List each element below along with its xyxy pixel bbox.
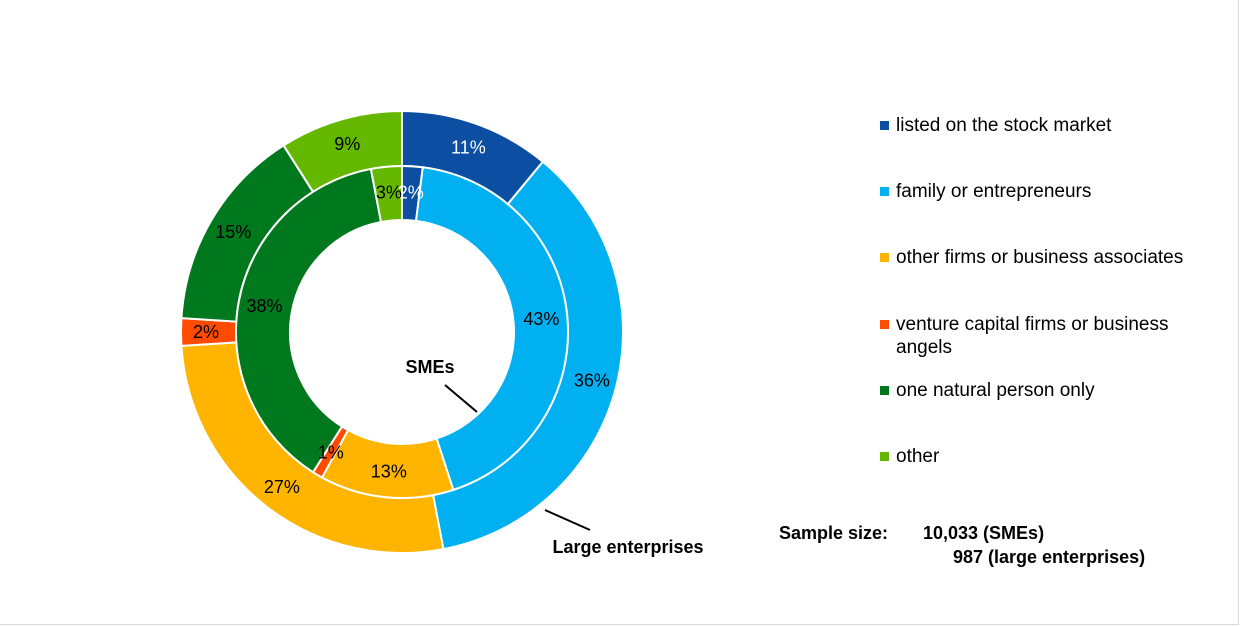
smes-slice-other: [369, 164, 403, 224]
large-enterprises-value-label-other-firms-or-business-associates: 27%: [264, 477, 300, 497]
smes-value-label-family-or-entrepreneurs: 43%: [523, 309, 559, 329]
inner-ring-smes: [235, 164, 569, 499]
legend-label: venture capital firms or business angels: [896, 314, 1169, 358]
legend-swatch: [880, 452, 889, 461]
smes-leader-line: [444, 384, 478, 413]
large-enterprises-label: Large enterprises: [552, 537, 703, 557]
legend-item-listed: listed on the stock market: [880, 114, 1216, 137]
legend-swatch: [880, 121, 889, 130]
slice-labels: 2% 43% 13% 1% 38% 3% 11% 36% 27% 2% 15% 9%: [193, 134, 610, 497]
smes-value-label-other: 3%: [376, 183, 402, 203]
large-enterprises-value-label-family-or-entrepreneurs: 36%: [574, 371, 610, 391]
large-enterprises-value-label-venture-capital-firms-or-business-angels: 2%: [193, 322, 219, 342]
smes-slice-family-or-entrepreneurs: [414, 166, 569, 492]
legend-label: other: [896, 446, 940, 467]
outer-ring-large-enterprises: [180, 109, 624, 554]
legend-item-other: other: [880, 445, 1216, 468]
sample-size-smes: 10,033 (SMEs): [923, 523, 1045, 543]
large-enterprises-value-label-other: 9%: [334, 134, 360, 154]
legend-label: family or entrepreneurs: [896, 181, 1092, 202]
smes-value-label-one-natural-person-only: 38%: [246, 296, 282, 316]
sample-size-large: 987 (large enterprises): [953, 547, 1146, 567]
sample-size-note: Sample size: 10,033 (SMEs) 987 (large en…: [779, 521, 1145, 569]
legend-label: listed on the stock market: [896, 115, 1112, 136]
legend-item-family: family or entrepreneurs: [880, 180, 1216, 203]
large-enterprises-value-label-listed-on-the-stock-market: 11%: [451, 138, 486, 158]
legend-swatch: [880, 187, 889, 196]
smes-value-label-venture-capital-firms-or-business-angels: 1%: [318, 443, 344, 463]
large-enterprises-value-label-one-natural-person-only: 15%: [215, 222, 251, 242]
sample-size-label: Sample size:: [779, 523, 889, 543]
smes-label: SMEs: [405, 357, 454, 377]
large-enterprises-leader-line: [544, 509, 591, 531]
legend-item-natural-person: one natural person only: [880, 379, 1216, 402]
legend-swatch: [880, 386, 889, 395]
legend-item-venture-capital: venture capital firms or business angels: [880, 313, 1216, 359]
smes-value-label-other-firms-or-business-associates: 13%: [371, 461, 407, 481]
smes-slice-one-natural-person-only: [235, 167, 383, 474]
legend-label: one natural person only: [896, 380, 1095, 401]
smes-value-label-listed-on-the-stock-market: 2%: [398, 182, 424, 202]
legend-swatch: [880, 320, 889, 329]
legend-item-other-firms: other firms or business associates: [880, 246, 1216, 269]
legend-label: other firms or business associates: [896, 247, 1184, 268]
legend-swatch: [880, 253, 889, 262]
